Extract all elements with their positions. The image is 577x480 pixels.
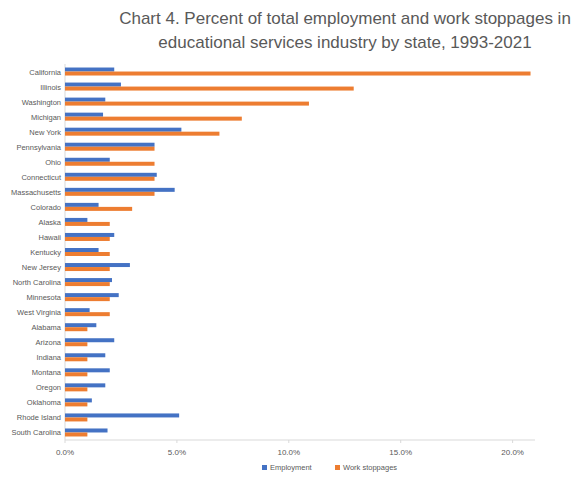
bar xyxy=(65,368,110,372)
chart: Chart 4. Percent of total employment and… xyxy=(0,0,577,480)
category-label: Massachusetts xyxy=(11,188,61,197)
x-tick-label: 15.0% xyxy=(389,448,412,457)
category-label: West Virginia xyxy=(17,308,62,317)
bar xyxy=(65,338,114,342)
bar xyxy=(65,72,531,76)
bar xyxy=(65,117,242,121)
bar xyxy=(65,252,110,256)
category-label: Washington xyxy=(22,98,61,107)
category-label: Pennsylvania xyxy=(16,143,61,152)
category-label: Ohio xyxy=(45,158,61,167)
bar xyxy=(65,233,114,237)
bar xyxy=(65,192,155,196)
bar xyxy=(65,327,87,331)
bars xyxy=(65,68,531,437)
bar xyxy=(65,387,87,391)
bar xyxy=(65,308,90,312)
legend-swatch xyxy=(262,465,267,470)
category-label: Oregon xyxy=(36,383,61,392)
x-tick xyxy=(512,440,513,443)
category-label: Minnesota xyxy=(26,293,61,302)
category-label: North Carolina xyxy=(13,278,62,287)
bar xyxy=(65,158,110,162)
legend-label: Work stoppages xyxy=(343,463,397,472)
category-label: Connecticut xyxy=(21,173,62,182)
category-label: Kentucky xyxy=(30,248,61,257)
bar xyxy=(65,128,181,132)
bar xyxy=(65,263,130,267)
x-tick xyxy=(65,440,66,443)
legend-label: Employment xyxy=(270,463,313,472)
x-tick xyxy=(400,440,401,443)
bar xyxy=(65,98,105,102)
category-label: California xyxy=(29,68,62,77)
bar xyxy=(65,83,121,87)
bar xyxy=(65,402,87,406)
category-label: Alaska xyxy=(38,218,61,227)
category-label: Rhode Island xyxy=(17,413,61,422)
bar xyxy=(65,432,87,436)
category-label: Illinois xyxy=(40,83,61,92)
bar xyxy=(65,312,110,316)
title-line: Chart 4. Percent of total employment and… xyxy=(119,9,571,28)
category-label: Oklahoma xyxy=(27,398,62,407)
legend-swatch xyxy=(335,465,340,470)
bar xyxy=(65,248,99,252)
category-label: Colorado xyxy=(31,203,61,212)
bar xyxy=(65,353,105,357)
bar xyxy=(65,143,155,147)
category-label: South Carolina xyxy=(11,428,61,437)
x-tick xyxy=(176,440,177,443)
bar xyxy=(65,342,87,346)
bar xyxy=(65,278,112,282)
x-tick-label: 5.0% xyxy=(168,448,186,457)
title-line: educational services industry by state, … xyxy=(158,33,531,52)
category-label: New Jersey xyxy=(22,263,61,272)
category-label: Hawaii xyxy=(38,233,61,242)
category-label: Alabama xyxy=(31,323,61,332)
bar xyxy=(65,398,92,402)
category-label: Michigan xyxy=(31,113,61,122)
category-label: Montana xyxy=(32,368,62,377)
category-label: Arizona xyxy=(36,338,62,347)
bar xyxy=(65,282,110,286)
bar xyxy=(65,357,87,361)
category-label: Indiana xyxy=(36,353,61,362)
category-label: New York xyxy=(29,128,61,137)
bar xyxy=(65,207,132,211)
bar xyxy=(65,147,155,151)
bar xyxy=(65,372,87,376)
x-tick-label: 10.0% xyxy=(277,448,300,457)
bar xyxy=(65,222,110,226)
bar xyxy=(65,267,110,271)
bar xyxy=(65,428,108,432)
bar xyxy=(65,293,119,297)
background xyxy=(0,0,577,480)
bar xyxy=(65,203,99,207)
bar xyxy=(65,218,87,222)
bar xyxy=(65,132,219,136)
bar xyxy=(65,162,155,166)
bar xyxy=(65,87,354,91)
bar xyxy=(65,188,175,192)
bar xyxy=(65,417,87,421)
bar xyxy=(65,177,155,181)
bar xyxy=(65,237,110,241)
bar xyxy=(65,102,309,106)
bar xyxy=(65,413,179,417)
bar xyxy=(65,297,110,301)
x-tick-label: 20.0% xyxy=(501,448,524,457)
x-axis-line xyxy=(65,440,535,441)
bar xyxy=(65,323,96,327)
title: Chart 4. Percent of total employment and… xyxy=(119,9,571,52)
bar xyxy=(65,173,157,177)
bar xyxy=(65,68,114,72)
bar xyxy=(65,383,105,387)
x-tick xyxy=(288,440,289,443)
bar xyxy=(65,113,103,117)
x-tick-label: 0.0% xyxy=(56,448,74,457)
